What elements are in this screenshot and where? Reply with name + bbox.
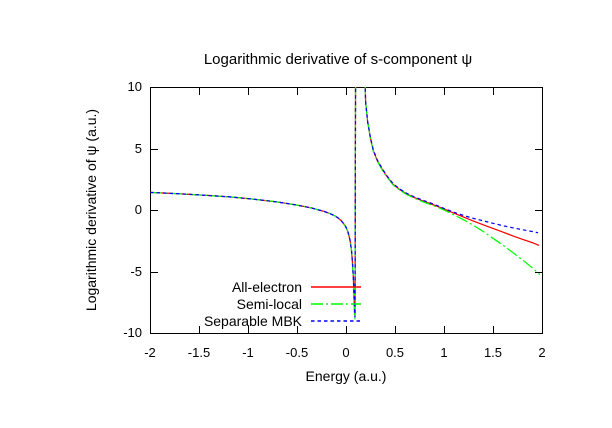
x-tick-label: -1.5 — [187, 345, 211, 360]
series-all-electron — [364, 87, 540, 246]
legend-row: Separable MBK — [204, 313, 361, 329]
x-tick-label: 0 — [342, 345, 350, 360]
x-tick-label: -2 — [144, 345, 156, 360]
x-axis-label: Energy (a.u.) — [305, 368, 387, 384]
legend-label: Semi-local — [236, 296, 302, 312]
legend-line-sample — [311, 303, 361, 305]
legend-label: Separable MBK — [203, 313, 302, 329]
legend-row: All-electron — [232, 279, 361, 295]
series-all-electron — [150, 87, 357, 316]
legend-label: All-electron — [231, 279, 302, 295]
x-tick-label: -1 — [242, 345, 254, 360]
y-tick-label: 10 — [127, 79, 142, 94]
legend-row: Semi-local — [237, 296, 361, 312]
y-tick-label: -10 — [123, 325, 142, 340]
series-separable-mbk — [150, 87, 357, 318]
chart-title: Logarithmic derivative of s-component ψ — [203, 51, 473, 68]
x-tick-label: 1 — [440, 345, 448, 360]
legend-line-sample — [311, 286, 361, 288]
series-separable-mbk — [364, 87, 539, 234]
y-tick-label: 5 — [134, 140, 142, 156]
y-tick-label: -5 — [130, 263, 142, 279]
plot-frame — [150, 87, 543, 334]
legend-line-sample — [311, 320, 361, 322]
x-tick-label: 0.5 — [385, 345, 405, 360]
x-tick-label: 1.5 — [483, 345, 503, 360]
x-tick-label: -0.5 — [285, 345, 309, 360]
series-semi-local — [364, 87, 541, 276]
y-tick-label: 0 — [134, 202, 142, 217]
x-tick-label: 2 — [538, 345, 546, 360]
